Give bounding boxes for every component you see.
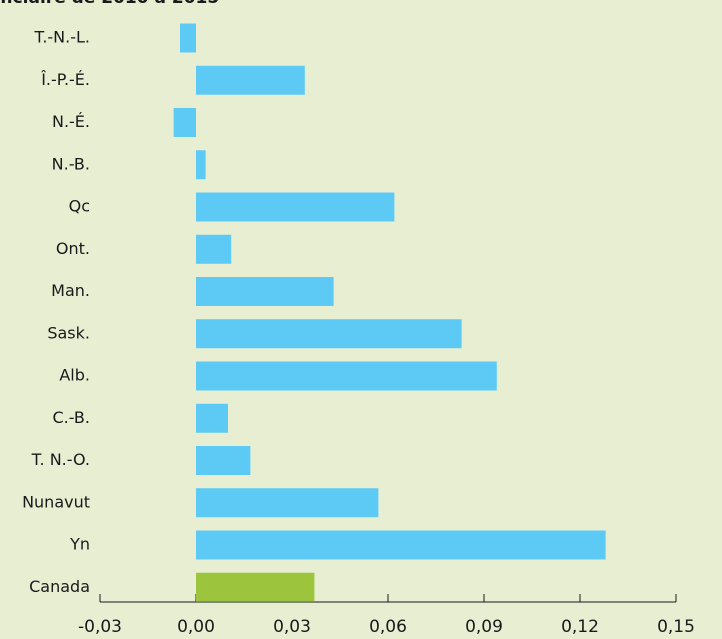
y-tick-label: Man. [51,281,90,300]
chart-title: ficiaire de 2010 à 2015 [0,0,219,8]
x-tick-label: -0,03 [78,617,122,637]
x-tick-label: 0,12 [561,617,599,637]
y-tick-label: Alb. [59,366,90,385]
y-tick-label: Nunavut [22,492,90,511]
y-tick-label: Yn [69,535,90,554]
y-tick-label: N.-B. [52,154,90,173]
x-tick-label: 0,15 [657,617,695,637]
y-tick-label: C.-B. [52,408,90,427]
bar [196,319,462,349]
bar [196,488,379,518]
x-tick-label: 0,03 [273,617,311,637]
y-tick-label: Canada [29,577,90,596]
bar [173,108,196,137]
bar [196,572,315,602]
y-tick-label: Sask. [47,323,90,342]
bar [196,361,497,391]
bar [196,192,395,222]
bar [196,150,206,180]
bar [196,446,251,475]
bar [196,65,305,95]
bar [196,403,228,433]
y-tick-label: N.-É. [52,112,90,131]
y-tick-label: T.-N.-L. [33,28,90,47]
bar [196,277,334,306]
bar [180,23,196,53]
y-tick-label: T. N.-O. [31,450,90,469]
x-tick-label: 0,06 [369,617,407,637]
x-tick-label: 0,09 [465,617,503,637]
y-tick-label: Qc [69,197,90,216]
bar [196,530,606,560]
x-tick-label: 0,00 [177,617,215,637]
y-tick-label: Ont. [56,239,90,258]
bar [196,234,232,264]
y-tick-label: Î.-P.-É. [40,70,90,89]
